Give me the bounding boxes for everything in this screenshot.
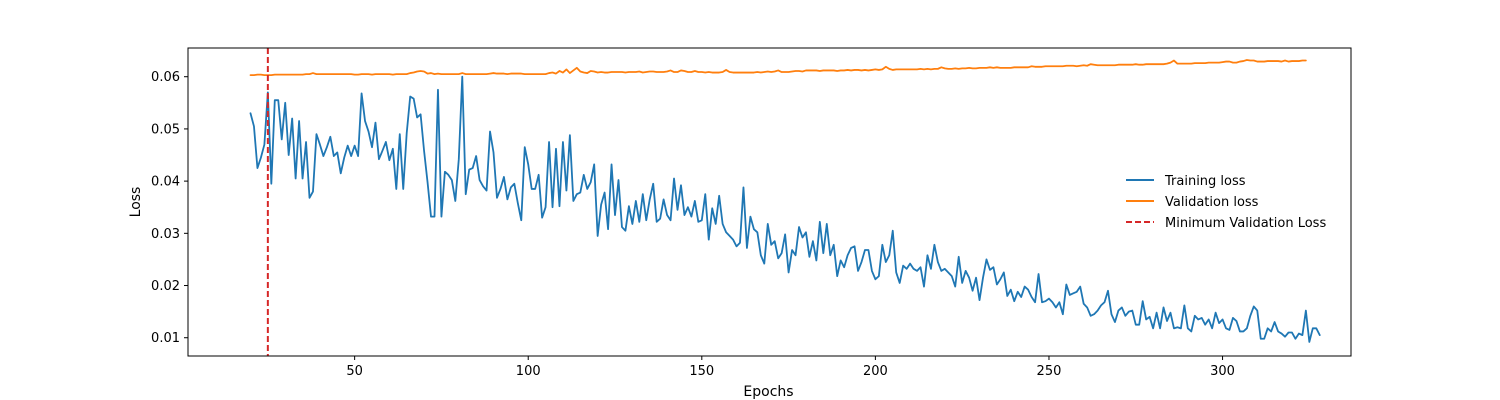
legend: Training loss Validation loss Minimum Va… bbox=[1126, 174, 1326, 231]
y-tick-label: 0.04 bbox=[151, 175, 180, 190]
x-ticks: 50 100 150 200 250 300 bbox=[346, 356, 1235, 379]
legend-item-training: Training loss bbox=[1126, 174, 1246, 189]
legend-label-min-val: Minimum Validation Loss bbox=[1165, 216, 1326, 231]
y-axis-label: Loss bbox=[128, 187, 144, 218]
y-tick-label: 0.02 bbox=[151, 279, 180, 294]
x-tick-label: 300 bbox=[1210, 364, 1235, 379]
x-tick-label: 100 bbox=[516, 364, 541, 379]
y-ticks: 0.01 0.02 0.03 0.04 0.05 0.06 bbox=[151, 70, 188, 346]
x-tick-label: 250 bbox=[1037, 364, 1062, 379]
y-axis: 0.01 0.02 0.03 0.04 0.05 0.06 Loss bbox=[128, 70, 188, 346]
x-tick-label: 150 bbox=[689, 364, 714, 379]
plot-frame bbox=[187, 47, 1352, 357]
y-tick-label: 0.01 bbox=[151, 331, 180, 346]
plot-series bbox=[249, 59, 1321, 343]
legend-label-training: Training loss bbox=[1164, 174, 1246, 189]
x-tick-label: 200 bbox=[863, 364, 888, 379]
legend-item-min-val: Minimum Validation Loss bbox=[1126, 216, 1326, 231]
legend-label-validation: Validation loss bbox=[1165, 195, 1259, 210]
y-tick-label: 0.05 bbox=[151, 122, 180, 137]
x-tick-label: 50 bbox=[346, 364, 363, 379]
y-tick-label: 0.03 bbox=[151, 227, 180, 242]
training-loss-line bbox=[249, 75, 1321, 343]
legend-item-validation: Validation loss bbox=[1126, 195, 1259, 210]
x-axis: 50 100 150 200 250 300 Epochs bbox=[346, 356, 1235, 400]
x-axis-label: Epochs bbox=[743, 384, 793, 400]
validation-loss-line bbox=[249, 59, 1307, 77]
y-tick-label: 0.06 bbox=[151, 70, 180, 85]
